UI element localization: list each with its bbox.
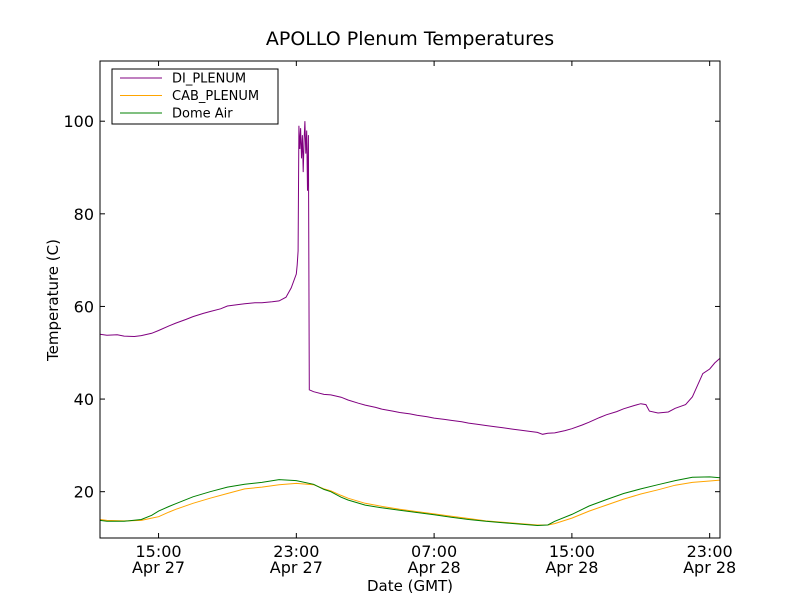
y-tick-label: 60 [74, 297, 94, 316]
legend-label-di-plenum: DI_PLENUM [172, 72, 246, 87]
x-tick-label-date: Apr 28 [683, 558, 736, 577]
x-tick-label-time: 23:00 [687, 542, 733, 561]
series-line-di-plenum [99, 121, 721, 435]
x-tick-label-date: Apr 28 [545, 558, 598, 577]
legend-label-dome-air: Dome Air [172, 107, 233, 122]
x-tick-label-date: Apr 27 [270, 558, 323, 577]
x-tick-label-date: Apr 28 [408, 558, 461, 577]
legend: DI_PLENUM CAB_PLENUM Dome Air [111, 68, 279, 125]
plot-lines [99, 121, 721, 527]
series-line-cab-plenum [99, 479, 721, 526]
y-tick-label: 20 [74, 483, 94, 502]
x-tick-label-time: 07:00 [411, 542, 457, 561]
series-line-dome-air [99, 476, 721, 527]
y-axis-ticks: 20 40 60 80 100 [63, 112, 720, 502]
x-tick-label-date: Apr 27 [132, 558, 185, 577]
y-axis-label: Temperature (C) [44, 239, 62, 362]
legend-label-cab-plenum: CAB_PLENUM [172, 89, 259, 104]
x-tick-label-time: 15:00 [549, 542, 595, 561]
chart-title: APOLLO Plenum Temperatures [266, 28, 554, 50]
plot-frame [99, 60, 721, 539]
x-tick-label-time: 23:00 [273, 542, 319, 561]
x-tick-label-time: 15:00 [136, 542, 182, 561]
x-axis-label: Date (GMT) [367, 577, 453, 595]
y-tick-label: 40 [74, 390, 94, 409]
y-tick-label: 100 [63, 112, 94, 131]
y-tick-label: 80 [74, 205, 94, 224]
